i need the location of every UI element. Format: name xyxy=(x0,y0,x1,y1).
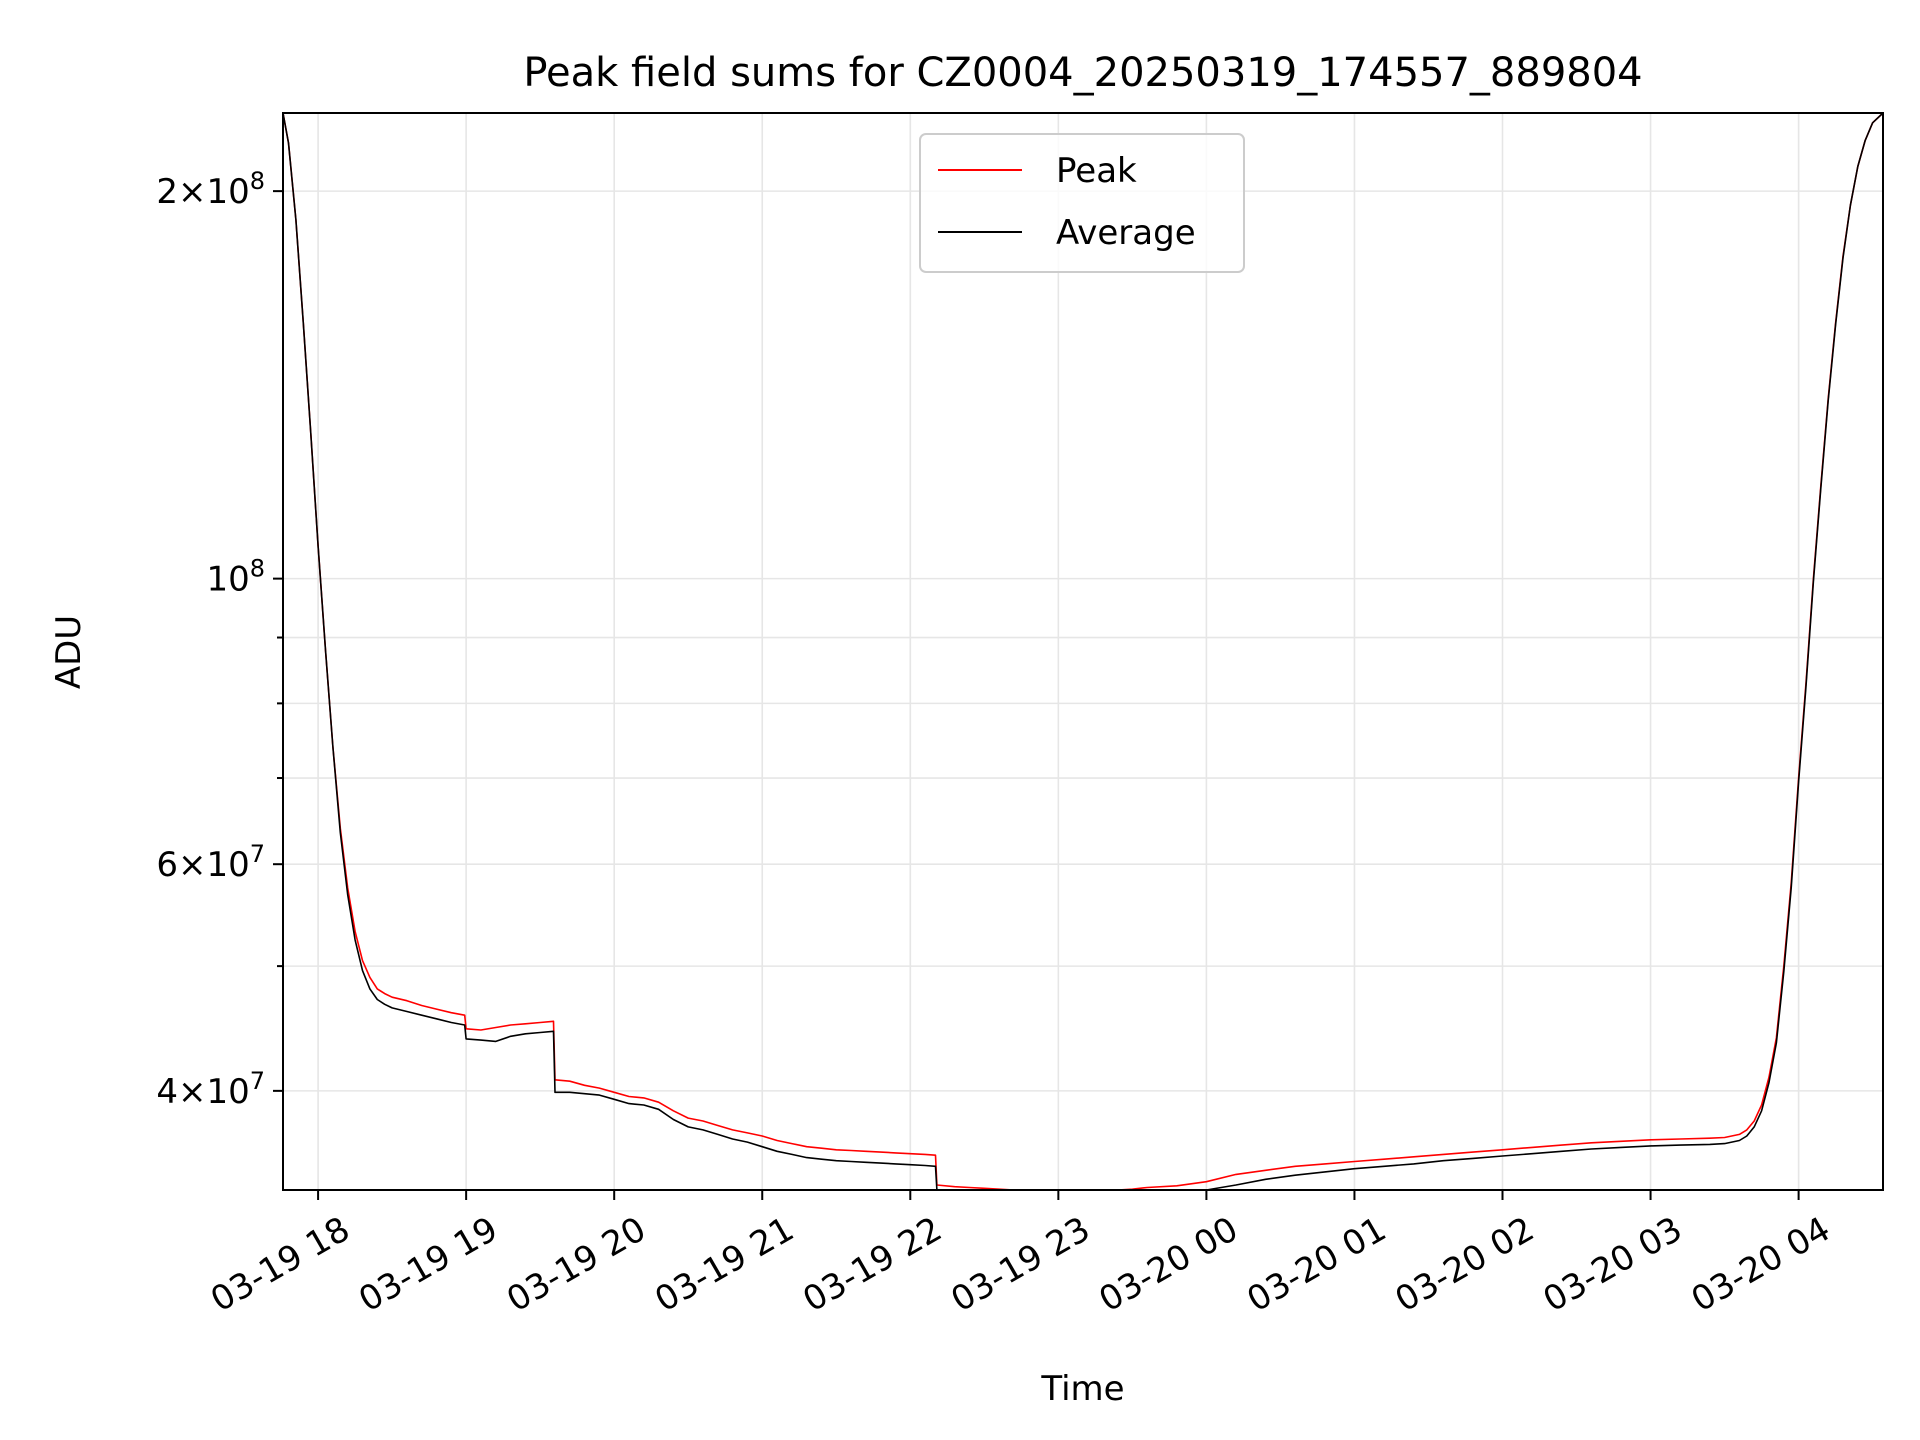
legend: Peak Average xyxy=(919,133,1245,273)
legend-average-label: Average xyxy=(1056,213,1196,253)
y-tick-label-exponent: 7 xyxy=(250,840,265,868)
legend-box xyxy=(919,133,1245,273)
y-tick-label-base: 10 xyxy=(206,560,249,600)
y-tick-label-base: 2×10 xyxy=(156,172,249,212)
y-tick-label: 4×107 xyxy=(156,1067,265,1112)
x-axis-label: Time xyxy=(1040,1369,1124,1409)
y-tick-label: 6×107 xyxy=(156,840,265,885)
legend-peak-label: Peak xyxy=(1056,151,1137,191)
plot-frame xyxy=(282,112,1884,1191)
y-axis-label: ADU xyxy=(49,615,89,689)
series-line-average xyxy=(282,112,1884,1191)
y-tick-label: 108 xyxy=(206,555,265,600)
y-tick-label-exponent: 8 xyxy=(250,167,265,195)
y-tick-label-base: 4×10 xyxy=(156,1072,249,1112)
y-tick-label-exponent: 8 xyxy=(250,555,265,583)
y-tick-label-base: 6×10 xyxy=(156,845,249,885)
y-tick-label-exponent: 7 xyxy=(250,1067,265,1095)
grid xyxy=(283,113,1883,1190)
plot-lines xyxy=(282,112,1884,1191)
y-tick-label: 2×108 xyxy=(156,167,265,212)
chart-title: Peak field sums for CZ0004_20250319_1745… xyxy=(523,50,1642,96)
